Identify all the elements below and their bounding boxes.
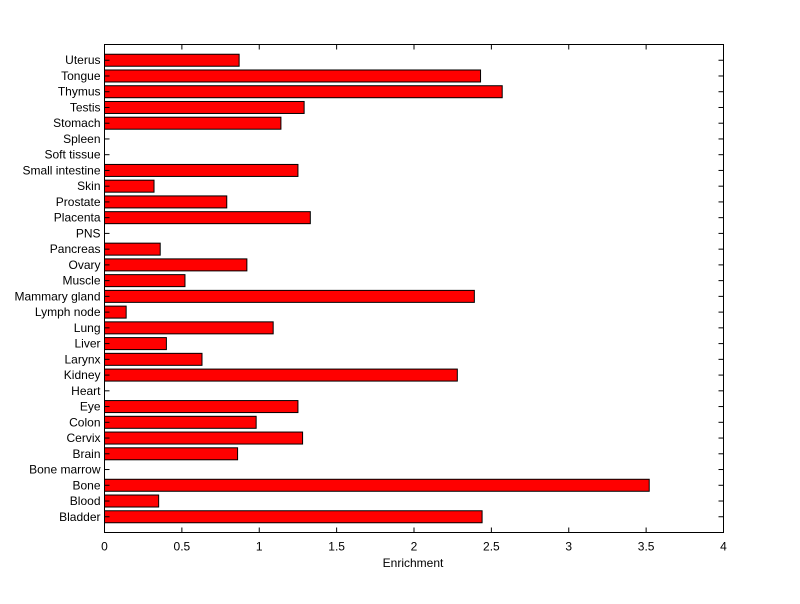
y-tick-label: Lymph node: [35, 305, 101, 319]
y-tick-label: Uterus: [65, 53, 100, 67]
x-axis-label: Enrichment: [383, 556, 444, 570]
y-tick-label: Prostate: [56, 195, 101, 209]
bar-mammary-gland: [104, 289, 475, 303]
y-tick-label: Cervix: [66, 431, 100, 445]
bar-bone: [104, 478, 650, 492]
y-tick-label: Testis: [70, 100, 101, 114]
bar-stomach: [104, 116, 282, 130]
y-tick-label: Brain: [72, 447, 100, 461]
y-tick-label: Tongue: [61, 69, 101, 83]
bar-larynx: [104, 352, 203, 366]
y-tick-label: Bone marrow: [29, 463, 101, 477]
bar-lung: [104, 321, 274, 335]
y-tick-label: Bladder: [59, 510, 100, 524]
y-tick-label: Mammary gland: [14, 289, 100, 303]
y-tick-label: Thymus: [58, 85, 101, 99]
bar-ovary: [104, 258, 248, 272]
bar-testis: [104, 100, 305, 114]
y-tick-label: Muscle: [62, 274, 100, 288]
bar-small-intestine: [104, 163, 299, 177]
y-tick-label: Eye: [80, 400, 101, 414]
bar-colon: [104, 415, 257, 429]
x-tick-label: 1: [256, 540, 263, 554]
bar-brain: [104, 447, 239, 461]
y-tick-label: Skin: [77, 179, 100, 193]
bars-group: [104, 53, 650, 524]
bar-tongue: [104, 69, 482, 83]
bar-placenta: [104, 211, 311, 225]
y-tick-label: Pancreas: [50, 242, 101, 256]
y-tick-label: Bone: [72, 478, 100, 492]
x-tick-label: 2: [411, 540, 418, 554]
x-tick-label: 3: [565, 540, 572, 554]
y-tick-label: Placenta: [54, 211, 101, 225]
bar-prostate: [104, 195, 228, 209]
y-tick-label: Soft tissue: [44, 148, 100, 162]
y-tick-label: Heart: [71, 384, 101, 398]
bar-muscle: [104, 274, 186, 288]
x-tick-label: 2.5: [483, 540, 500, 554]
bar-cervix: [104, 431, 304, 445]
y-tick-label: PNS: [76, 226, 101, 240]
bar-thymus: [104, 85, 503, 99]
y-tick-label: Spleen: [63, 132, 100, 146]
bar-skin: [104, 179, 155, 193]
y-tick-label: Liver: [74, 337, 100, 351]
x-tick-label: 0.5: [174, 540, 191, 554]
x-tick-label: 1.5: [328, 540, 345, 554]
bar-uterus: [104, 53, 240, 67]
bar-kidney: [104, 368, 458, 382]
bar-pancreas: [104, 242, 161, 256]
bar-liver: [104, 337, 167, 351]
x-tick-label: 3.5: [638, 540, 655, 554]
y-tick-label: Ovary: [68, 258, 100, 272]
y-tick-label: Larynx: [64, 352, 100, 366]
x-tick-label: 4: [720, 540, 727, 554]
y-tick-label: Stomach: [53, 116, 100, 130]
y-tick-label: Small intestine: [22, 163, 100, 177]
bar-bladder: [104, 510, 483, 524]
x-tick-label: 0: [101, 540, 108, 554]
y-tick-label: Lung: [74, 321, 101, 335]
y-tick-label: Colon: [69, 415, 100, 429]
bar-blood: [104, 494, 160, 508]
y-tick-label: Blood: [70, 494, 101, 508]
bar-eye: [104, 400, 299, 414]
y-tick-label: Kidney: [64, 368, 101, 382]
